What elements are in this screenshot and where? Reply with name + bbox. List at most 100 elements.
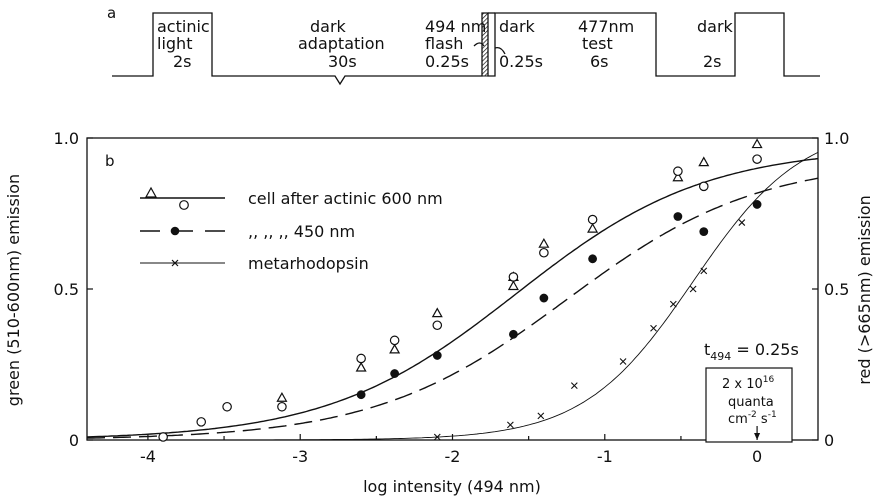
seg1-mid: light	[157, 34, 192, 53]
point-filled-circle	[699, 227, 709, 237]
seg5-top: 477nm	[578, 17, 634, 36]
point-filled-circle	[509, 329, 518, 339]
flash-duration-text: t494 = 0.25s	[704, 340, 799, 363]
intensity-line2: quanta	[728, 395, 774, 410]
point-triangle	[698, 156, 710, 167]
point-filled-circle	[588, 254, 598, 264]
x-axis-label: log intensity (494 nm)	[363, 477, 541, 496]
point-cross	[433, 433, 441, 441]
intensity-line3: cm-2 s-1	[728, 410, 777, 427]
t-rest: = 0.25s	[731, 340, 799, 359]
seg1-top: actinic	[157, 17, 210, 36]
point-cross	[506, 421, 514, 429]
seg3-top: 494 nm	[425, 17, 486, 36]
fit-curve-600nm	[86, 157, 819, 438]
intensity-line3-c: s	[757, 412, 768, 427]
point-triangle	[389, 343, 401, 354]
point-open-circle	[389, 335, 400, 346]
data-points	[158, 138, 763, 442]
legend-triangle-marker	[144, 186, 158, 198]
point-open-circle	[587, 214, 598, 225]
point-cross	[738, 219, 746, 226]
seg3-mid: flash	[425, 34, 463, 53]
point-cross	[537, 412, 545, 420]
intensity-line3-b: -2	[748, 410, 757, 420]
panel-b-chart: b -4 -3 -2 -1 0 0 0.5 1.0 0 0.5 1.0 log intensit…	[4, 129, 874, 496]
legend-cross-marker	[171, 259, 179, 267]
panel-b-label: b	[105, 152, 115, 170]
point-triangle	[507, 280, 519, 291]
y-right-tick-label: 0	[824, 431, 834, 450]
point-cross	[689, 285, 697, 293]
legend-label-meta: metarhodopsin	[248, 254, 369, 273]
fit-curve-metarhodopsin	[87, 151, 819, 441]
point-cross	[650, 324, 657, 332]
point-filled-circle	[356, 390, 366, 400]
y-tick-label: 0	[69, 431, 79, 450]
seg2-top: dark	[310, 17, 347, 36]
y-right-tick-label: 0.5	[824, 280, 849, 299]
point-cross	[619, 358, 627, 365]
point-open-circle	[158, 432, 168, 442]
legend-label-450: ,, ,, ,, 450 nm	[248, 222, 355, 241]
intensity-line1-base: 2 x 10	[722, 377, 763, 392]
seg2-bottom: 30s	[328, 52, 357, 71]
seg2-mid: adaptation	[298, 34, 385, 53]
y-tick-label: 0.5	[54, 280, 79, 299]
t-main: t	[704, 340, 710, 359]
point-open-circle	[222, 401, 232, 412]
seg4-bottom: 0.25s	[499, 52, 543, 71]
flash-arrow-right	[494, 46, 506, 55]
y-right-tick-label: 1.0	[824, 129, 849, 148]
flash-duration-annotation: t494 = 0.25s 2 x 1016 quanta cm-2 s-1	[704, 340, 799, 443]
seg1-bottom: 2s	[173, 52, 192, 71]
intensity-line3-d: -1	[768, 410, 777, 420]
point-triangle	[355, 361, 367, 372]
intensity-line1-exp: 16	[763, 375, 775, 385]
flash-arrow-left	[473, 42, 485, 47]
t-sub: 494	[710, 350, 731, 363]
point-open-circle	[356, 353, 366, 364]
seg3-bottom: 0.25s	[425, 52, 469, 71]
panel-a-label: a	[107, 4, 116, 22]
point-triangle	[672, 171, 684, 182]
panel-a-timing-diagram: a actinic light 2s dark adaptation 30s 4…	[107, 4, 820, 86]
x-tick-label: 0	[752, 447, 762, 466]
legend-open-circle-marker	[179, 200, 189, 210]
point-triangle	[587, 222, 599, 233]
y-tick-label: 1.0	[54, 129, 79, 148]
x-axis: -4 -3 -2 -1 0	[140, 434, 762, 466]
point-open-circle	[673, 166, 683, 177]
point-triangle	[431, 307, 443, 318]
seg5-bottom: 6s	[590, 52, 609, 71]
point-open-circle	[277, 401, 287, 412]
point-open-circle	[752, 154, 762, 164]
point-cross	[700, 267, 708, 275]
legend-label-600: cell after actinic 600 nm	[248, 189, 443, 208]
seg6-top: dark	[697, 17, 734, 36]
point-open-circle	[539, 247, 549, 258]
seg4-top: dark	[499, 17, 536, 36]
x-tick-label: -2	[445, 447, 461, 466]
intensity-line1: 2 x 1016	[722, 375, 775, 392]
seg5-mid: test	[582, 34, 613, 53]
point-filled-circle	[432, 351, 442, 360]
point-filled-circle	[673, 212, 683, 221]
intensity-box	[705, 367, 793, 443]
y-axis-right: 0 0.5 1.0	[812, 129, 849, 450]
point-filled-circle	[752, 200, 762, 209]
legend: cell after actinic 600 nm ,, ,, ,, 450 n…	[140, 186, 443, 273]
x-tick-label: -1	[597, 447, 613, 466]
point-cross	[570, 382, 578, 390]
legend-filled-circle-marker	[170, 226, 180, 236]
point-filled-circle	[539, 293, 549, 303]
intensity-arrow-head	[754, 433, 761, 440]
point-open-circle	[432, 320, 443, 331]
point-open-circle	[196, 417, 207, 427]
point-triangle	[751, 138, 763, 149]
fit-curve-450nm	[87, 177, 819, 439]
y-axis-left-label: green (510-600nm) emission	[4, 174, 23, 406]
point-filled-circle	[390, 369, 400, 378]
y-axis-right-label: red (>665nm) emission	[855, 195, 874, 384]
